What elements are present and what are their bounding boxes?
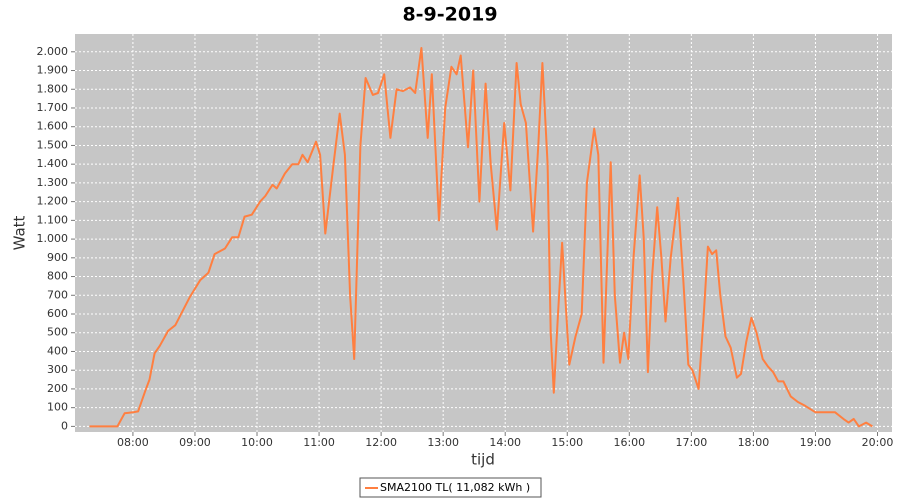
x-tick-label: 08:00 <box>117 436 149 449</box>
x-tick-label: 19:00 <box>800 436 832 449</box>
y-tick-label: 300 <box>47 363 68 376</box>
y-tick-label: 0 <box>61 419 68 432</box>
y-tick-label: 800 <box>47 270 68 283</box>
y-tick-label: 1.600 <box>37 120 69 133</box>
x-tick-label: 12:00 <box>365 436 397 449</box>
y-axis-label: Watt <box>11 215 29 250</box>
y-tick-label: 2.000 <box>37 45 69 58</box>
x-tick-label: 09:00 <box>179 436 211 449</box>
legend <box>359 477 542 498</box>
x-tick-label: 13:00 <box>427 436 459 449</box>
plot-area <box>75 34 892 432</box>
x-tick-label: 11:00 <box>303 436 335 449</box>
y-tick-label: 700 <box>47 288 68 301</box>
x-tick-label: 20:00 <box>862 436 894 449</box>
y-tick-label: 1.700 <box>37 101 69 114</box>
x-tick-label: 17:00 <box>676 436 708 449</box>
y-tick-label: 1.100 <box>37 213 69 226</box>
y-tick-label: 200 <box>47 382 68 395</box>
y-tick-label: 600 <box>47 307 68 320</box>
x-tick-label: 16:00 <box>613 436 645 449</box>
y-tick-label: 500 <box>47 326 68 339</box>
y-tick-label: 1.800 <box>37 82 69 95</box>
y-tick-label: 900 <box>47 251 68 264</box>
y-tick-label: 1.300 <box>37 176 69 189</box>
x-tick-label: 15:00 <box>551 436 583 449</box>
series-line <box>89 47 873 428</box>
y-tick-label: 1.900 <box>37 64 69 77</box>
x-tick-label: 10:00 <box>241 436 273 449</box>
y-tick-label: 400 <box>47 344 68 357</box>
y-tick-label: 1.500 <box>37 138 69 151</box>
legend-label: SMA2100 TL( 11,082 kWh ) <box>380 481 530 494</box>
y-tick-label: 1.000 <box>37 232 69 245</box>
x-axis-label: tijd <box>471 451 495 469</box>
y-tick-label: 1.200 <box>37 195 69 208</box>
x-tick-label: 14:00 <box>489 436 521 449</box>
chart-title: 8-9-2019 <box>402 4 497 26</box>
y-tick-label: 1.400 <box>37 157 69 170</box>
y-tick-label: 100 <box>47 401 68 414</box>
x-tick-label: 18:00 <box>738 436 770 449</box>
